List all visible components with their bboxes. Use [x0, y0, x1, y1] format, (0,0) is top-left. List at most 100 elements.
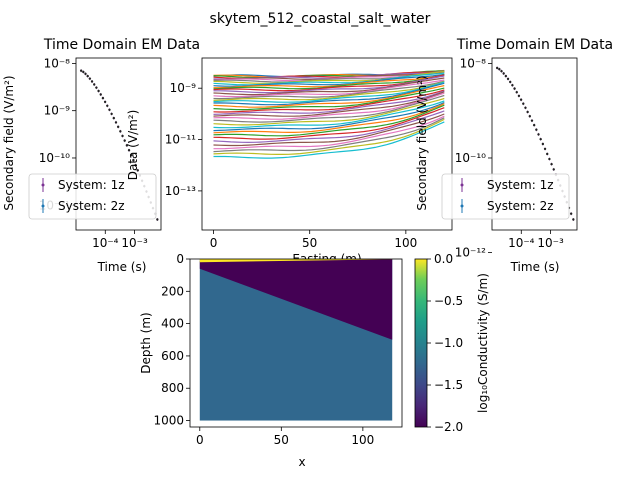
x-tick-label: 10⁻³ [121, 236, 148, 250]
y-tick-label: 10⁻¹³ [165, 184, 196, 198]
data-point [500, 69, 503, 73]
data-point [550, 162, 553, 166]
profile-line [213, 92, 445, 120]
model-y-axis-label: Depth (m) [139, 312, 153, 373]
data-point [539, 137, 542, 141]
data-point [93, 83, 96, 86]
data-point [106, 104, 109, 107]
profile-line [213, 94, 445, 123]
y-tick-label: 10⁻¹⁰ [455, 151, 486, 165]
data-point [134, 163, 137, 167]
left-legend-1z: System: 1z [58, 178, 125, 192]
model-x-axis-label: x [298, 455, 305, 469]
data-point [543, 147, 547, 151]
profile-line [213, 82, 445, 106]
data-point [498, 68, 501, 71]
left-legend-2z: System: 2z [58, 199, 125, 213]
colorbar-tick-label: −0.5 [434, 294, 463, 308]
right-x-axis-label: Time (s) [510, 260, 560, 274]
data-point [97, 89, 100, 93]
data-point [127, 149, 131, 152]
data-point [110, 112, 113, 116]
data-point [502, 72, 505, 75]
data-point [530, 119, 534, 122]
data-point [519, 98, 523, 101]
profile-line [213, 97, 445, 126]
profile-line [213, 103, 445, 134]
y-tick-label: 200 [161, 284, 184, 298]
svg-text:Secondary field (V/m²): Secondary field (V/m²) [2, 75, 16, 210]
profile-line [213, 74, 445, 89]
colorbar-tick-label: −2.0 [434, 420, 463, 434]
conductivity-model-image [199, 259, 393, 421]
colorbar-ticks: 0.0 −0.5 −1.0 −1.5 −2.0 [427, 252, 463, 434]
y-tick-label: 600 [161, 349, 184, 363]
data-point [112, 116, 116, 120]
y-tick-label: 800 [161, 381, 184, 395]
data-point [495, 66, 499, 70]
salt-water-wedge [199, 259, 393, 340]
x-tick-label: 50 [274, 433, 289, 447]
x-tick-label: 0 [210, 236, 218, 250]
y-tick-label: 10⁻¹² [455, 246, 486, 260]
data-point [136, 169, 139, 172]
data-point [535, 128, 538, 131]
profile-line [213, 77, 445, 96]
profile-line [213, 89, 445, 113]
y-tick-label: 10⁻⁸ [44, 56, 71, 70]
x-tick-label: 10⁻⁴ [92, 236, 119, 250]
data-point [532, 123, 536, 127]
left-panel-title: Time Domain EM Data [43, 37, 200, 53]
right-panel-title: Time Domain EM Data [456, 37, 613, 53]
profile-line [213, 80, 445, 100]
data-point [114, 121, 118, 124]
colorbar-tick-label: −1.0 [434, 336, 463, 350]
profile-line [213, 118, 445, 155]
right-y-axis-label: Secondary field [415, 117, 429, 210]
data-point [572, 218, 575, 221]
data-point [90, 80, 94, 83]
surface-layer [199, 259, 393, 263]
colorbar-label: log₁₀Conductivity [476, 310, 490, 413]
left-sounding-panel: Time Domain EM Data 10⁻⁴ 10⁻³ 10⁻⁸ 10⁻⁹ 10⁻¹… [2, 37, 200, 274]
y-tick-label: 1000 [153, 414, 184, 428]
profile-line [213, 100, 445, 129]
right-legend: System: 1z System: 2z [441, 173, 570, 220]
center-profile-lines [213, 69, 445, 159]
colorbar-tick-label: −1.5 [434, 378, 463, 392]
left-x-axis-label: Time (s) [97, 260, 147, 274]
data-point [552, 168, 555, 171]
x-tick-label: 100 [351, 433, 374, 447]
profile-line [213, 72, 445, 86]
right-plot-frame [491, 57, 578, 231]
data-point [79, 69, 83, 72]
data-point [548, 157, 551, 161]
y-tick-label: 400 [161, 317, 184, 331]
data-point [546, 152, 549, 156]
colorbar [414, 258, 428, 428]
profile-line [213, 91, 445, 117]
left-y-axis-unit: (V/m²) [2, 75, 16, 113]
data-point [121, 134, 124, 138]
y-tick-label: 10⁻⁹ [170, 81, 197, 95]
data-point [108, 108, 111, 111]
profile-line [213, 121, 445, 159]
right-ticks: 10⁻⁴ 10⁻³ 10⁻⁸ 10⁻¹⁰ 10⁻¹² [455, 56, 564, 259]
data-point [524, 106, 527, 109]
data-point [528, 115, 532, 118]
data-point [509, 80, 512, 84]
x-tick-label: 100 [394, 236, 417, 250]
left-plot-frame [75, 57, 162, 231]
model-plot-frame [189, 258, 403, 428]
data-point [84, 72, 87, 76]
data-point [569, 212, 573, 215]
data-point [125, 144, 129, 147]
profile-line [213, 110, 445, 144]
center-y-axis-label: Data [126, 152, 140, 181]
profile-line [213, 81, 445, 101]
colorbar-unit: (S/m) [476, 273, 490, 306]
x-tick-label: 10⁻⁴ [508, 236, 535, 250]
